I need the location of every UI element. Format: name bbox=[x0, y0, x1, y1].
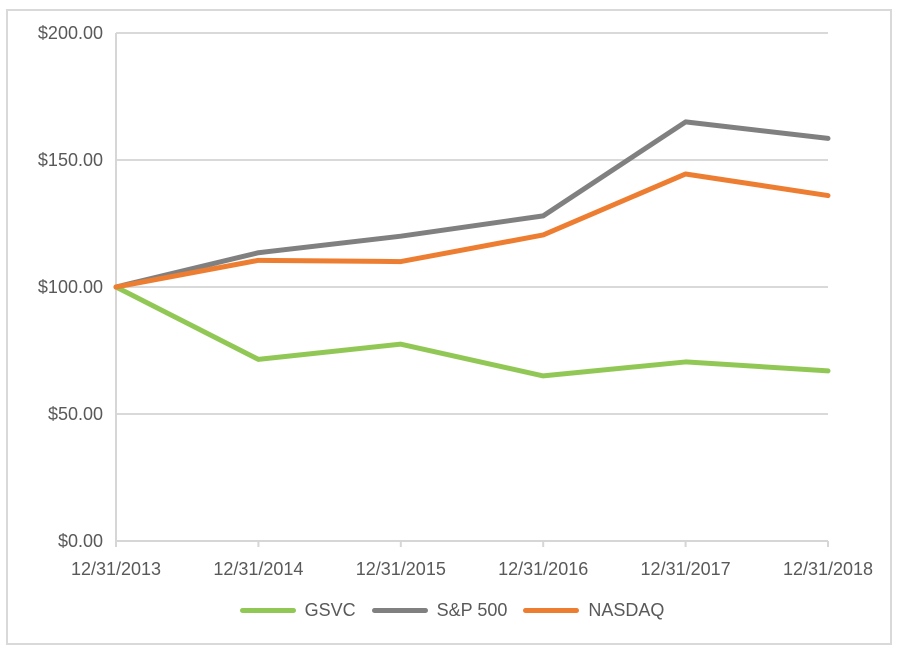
y-axis-tick-label: $50.00 bbox=[48, 404, 103, 424]
legend-swatch-icon bbox=[371, 608, 428, 613]
series-line-s-p-500 bbox=[113, 119, 831, 290]
legend-label: NASDAQ bbox=[588, 600, 665, 620]
x-axis-tick-label: 12/31/2017 bbox=[641, 559, 731, 579]
legend: GSVC S&P 500 NASDAQ bbox=[0, 600, 904, 621]
legend-label: GSVC bbox=[304, 600, 356, 620]
chart-frame bbox=[6, 9, 892, 645]
y-axis-tick-label: $100.00 bbox=[38, 277, 103, 297]
y-axis-tick-label: $200.00 bbox=[38, 23, 103, 43]
y-axis-tick-label: $150.00 bbox=[38, 150, 103, 170]
legend-item-nasdaq[interactable]: NASDAQ bbox=[523, 600, 664, 621]
x-axis-tick-label: 12/31/2013 bbox=[71, 559, 161, 579]
x-axis-tick-label: 12/31/2014 bbox=[213, 559, 303, 579]
legend-label: S&P 500 bbox=[436, 600, 508, 620]
y-axis-tick-label: $0.00 bbox=[58, 531, 103, 551]
legend-swatch-icon bbox=[239, 608, 296, 613]
x-axis-tick-label: 12/31/2016 bbox=[498, 559, 588, 579]
series-line-nasdaq bbox=[113, 171, 831, 290]
legend-swatch-icon bbox=[523, 608, 580, 613]
legend-item-gsvc[interactable]: GSVC bbox=[239, 600, 356, 621]
series-line-gsvc bbox=[113, 284, 831, 379]
legend-item-s-p-500[interactable]: S&P 500 bbox=[371, 600, 508, 621]
x-axis-tick-label: 12/31/2018 bbox=[783, 559, 873, 579]
x-axis-tick-label: 12/31/2015 bbox=[356, 559, 446, 579]
